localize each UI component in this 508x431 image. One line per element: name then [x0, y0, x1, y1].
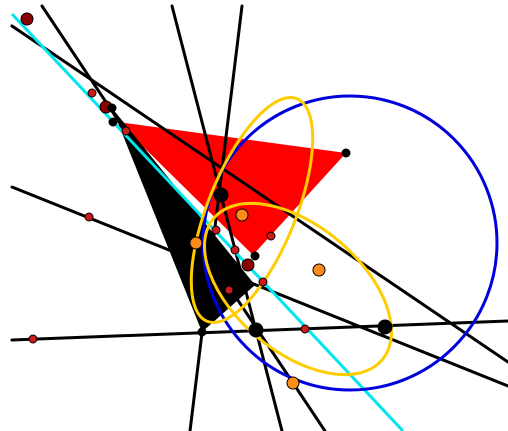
point-black-6[interactable] — [197, 327, 207, 337]
point-red-3[interactable] — [84, 212, 94, 222]
point-black-4[interactable] — [213, 187, 229, 203]
line-1[interactable] — [10, 24, 508, 364]
point-red-2[interactable] — [121, 126, 131, 136]
point-orange-2[interactable] — [189, 236, 203, 250]
point-red-7[interactable] — [224, 285, 234, 295]
point-black-1[interactable] — [107, 103, 117, 113]
point-black-7[interactable] — [248, 322, 264, 338]
point-red-8[interactable] — [258, 277, 268, 287]
point-red-9[interactable] — [300, 324, 310, 334]
line-2[interactable] — [40, 4, 327, 431]
point-black-3[interactable] — [341, 148, 351, 158]
point-orange-4[interactable] — [286, 376, 300, 390]
blue-circle[interactable] — [201, 94, 499, 392]
point-dark-1[interactable] — [20, 12, 34, 26]
point-black-2[interactable] — [108, 117, 118, 127]
point-red-1[interactable] — [87, 88, 97, 98]
yellow-ellipse-vertical[interactable] — [166, 82, 337, 337]
red-triangle[interactable] — [118, 122, 346, 255]
point-red-6[interactable] — [266, 231, 276, 241]
point-dark-3[interactable] — [241, 258, 255, 272]
point-red-5[interactable] — [230, 245, 240, 255]
point-red-4[interactable] — [211, 225, 221, 235]
point-black-5[interactable] — [250, 251, 260, 261]
point-orange-1[interactable] — [235, 208, 249, 222]
cyan-line[interactable] — [10, 12, 405, 431]
point-black-8[interactable] — [377, 319, 393, 335]
point-red-10[interactable] — [28, 334, 38, 344]
line-6[interactable] — [188, 4, 244, 431]
point-orange-3[interactable] — [312, 263, 326, 277]
